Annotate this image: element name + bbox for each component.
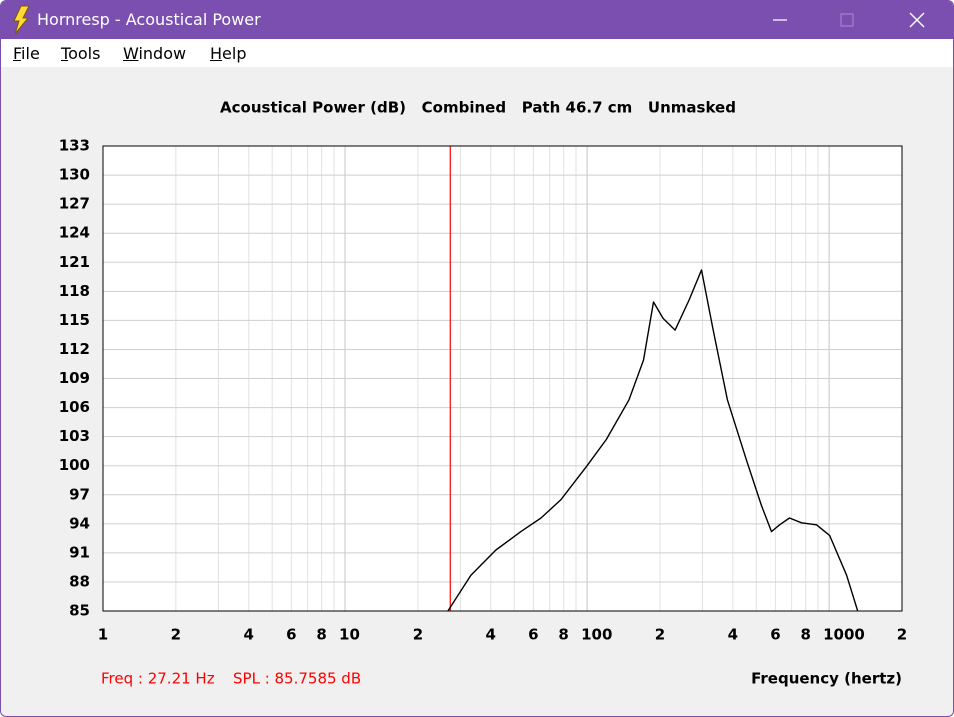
x-tick-label: 2: [171, 626, 181, 644]
x-tick-label: 100: [581, 626, 612, 644]
x-tick-label: 1000: [823, 626, 865, 644]
y-tick-label: 109: [59, 369, 90, 387]
status-spl: SPL : 85.7585 dB: [233, 670, 361, 688]
menu-item[interactable]: Tools: [61, 44, 101, 63]
x-tick-label: 10: [339, 626, 360, 644]
y-tick-label: 85: [69, 602, 90, 620]
y-tick-label: 91: [69, 543, 90, 561]
x-tick-label: 4: [728, 626, 738, 644]
window-controls[interactable]: [773, 1, 953, 39]
y-tick-label: 118: [59, 282, 90, 300]
x-tick-label: 2: [413, 626, 423, 644]
y-tick-label: 124: [59, 224, 90, 242]
response-curve: [447, 269, 859, 611]
menu-item[interactable]: Window: [123, 44, 187, 63]
y-tick-label: 112: [59, 340, 90, 358]
y-tick-label: 127: [59, 195, 90, 213]
y-tick-label: 97: [69, 485, 90, 503]
x-tick-label: 6: [286, 626, 296, 644]
y-tick-label: 100: [59, 456, 90, 474]
x-tick-label: 8: [316, 626, 326, 644]
menu-bar: File Tools Window Help: [1, 39, 953, 67]
x-axis-label: Frequency (hertz): [751, 670, 902, 688]
menu-item[interactable]: File: [13, 44, 40, 63]
y-tick-label: 130: [59, 166, 90, 184]
chart-title: Acoustical Power (dB) Combined Path 46.7…: [220, 99, 736, 117]
menu-item[interactable]: Help: [210, 44, 247, 63]
x-tick-label: 6: [528, 626, 538, 644]
title-bar: Hornresp - Acoustical Power: [1, 1, 953, 39]
x-tick-label: 4: [486, 626, 496, 644]
app-icon: [13, 5, 30, 35]
y-tick-label: 133: [59, 137, 90, 155]
y-tick-label: 88: [69, 572, 90, 590]
x-tick-label: 1: [98, 626, 108, 644]
plot-frame: [102, 145, 903, 612]
y-tick-label: 115: [59, 311, 90, 329]
y-tick-label: 121: [59, 253, 90, 271]
x-tick-label: 4: [244, 626, 254, 644]
y-tick-label: 103: [59, 427, 90, 445]
x-tick-label: 8: [800, 626, 810, 644]
status-freq: Freq : 27.21 Hz: [101, 670, 215, 688]
window-title: Hornresp - Acoustical Power: [37, 10, 261, 29]
x-tick-label: 6: [770, 626, 780, 644]
y-tick-label: 94: [69, 514, 90, 532]
x-tick-label: 2: [897, 626, 907, 644]
x-tick-label: 2: [655, 626, 665, 644]
x-tick-label: 8: [558, 626, 568, 644]
y-tick-label: 106: [59, 398, 90, 416]
